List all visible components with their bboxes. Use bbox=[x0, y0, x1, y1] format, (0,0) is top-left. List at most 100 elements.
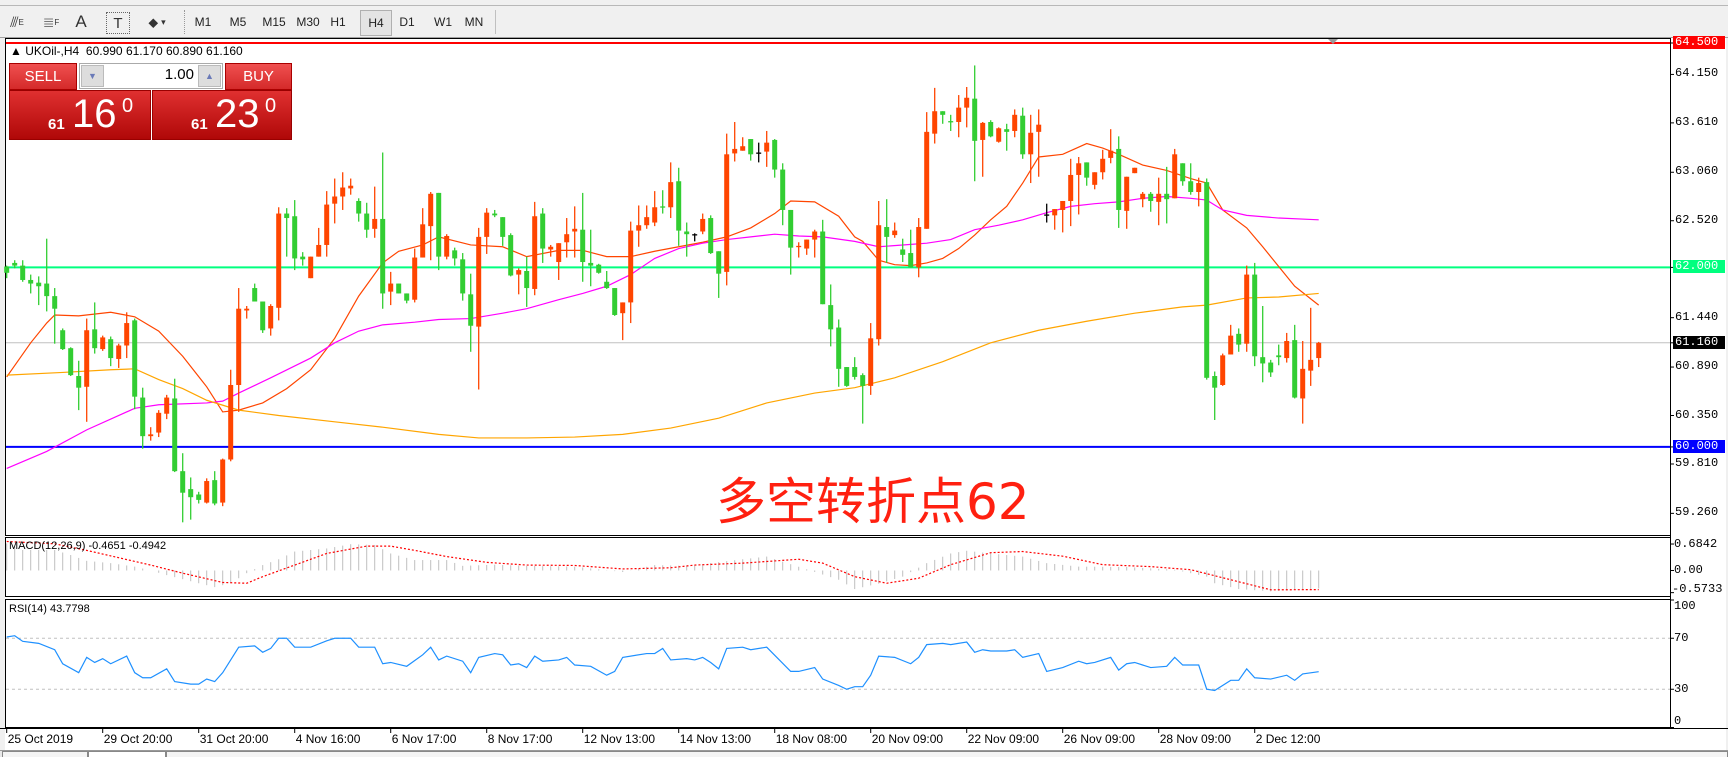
rsi-axis-label: 100 bbox=[1674, 599, 1696, 613]
candle-body bbox=[1044, 214, 1050, 216]
sell-price-box[interactable]: 61 16 0 bbox=[9, 90, 151, 140]
candle-body bbox=[1268, 362, 1274, 373]
candle-body bbox=[1164, 193, 1170, 200]
candle-body bbox=[1156, 193, 1162, 202]
candle-body bbox=[1092, 172, 1098, 185]
text-label-glyph: T bbox=[113, 14, 123, 32]
candle-body bbox=[292, 216, 298, 259]
fibonacci-sub: F bbox=[54, 17, 60, 27]
timeframe-m1[interactable]: M1 bbox=[194, 15, 212, 29]
price-marker-label: 61.160 bbox=[1673, 335, 1725, 349]
candle-body bbox=[316, 244, 322, 257]
lot-size-value[interactable]: 1.00 bbox=[164, 66, 194, 83]
candle-body bbox=[348, 185, 354, 189]
candle-body bbox=[1108, 150, 1114, 158]
candle-body bbox=[508, 235, 514, 276]
candle-body bbox=[668, 182, 674, 208]
candle-body bbox=[1292, 340, 1298, 398]
candle-body bbox=[420, 224, 426, 258]
timeframe-m5[interactable]: M5 bbox=[229, 15, 247, 29]
lot-increase-button[interactable]: ▲ bbox=[198, 65, 221, 87]
timeframe-mn[interactable]: MN bbox=[464, 15, 484, 29]
timeframe-h4[interactable]: H4 bbox=[360, 10, 392, 36]
candle-body bbox=[204, 481, 210, 503]
text-glyph: A bbox=[75, 12, 87, 31]
arrows-tool-icon[interactable]: ⬥ ▾ bbox=[140, 9, 174, 35]
candle-body bbox=[108, 339, 114, 359]
buy-button[interactable]: BUY bbox=[225, 63, 292, 90]
candle-body bbox=[100, 337, 106, 350]
candle-body bbox=[532, 216, 538, 289]
text-tool-icon[interactable]: A bbox=[70, 9, 92, 35]
candle-body bbox=[564, 234, 570, 243]
chart-tab-active[interactable] bbox=[88, 751, 166, 757]
candle-body bbox=[980, 122, 986, 140]
sell-big-figure: 61 bbox=[48, 116, 65, 133]
chevron-down-icon: ▾ bbox=[161, 16, 166, 27]
candle-body bbox=[396, 283, 402, 294]
sell-button[interactable]: SELL bbox=[9, 63, 77, 90]
candle-body bbox=[548, 246, 554, 250]
candle-body bbox=[996, 128, 1002, 142]
candle-body bbox=[164, 397, 170, 414]
text-label-tool-icon[interactable]: T bbox=[106, 12, 130, 34]
candle-body bbox=[820, 231, 826, 305]
candle-body bbox=[916, 227, 922, 268]
timeframe-d1[interactable]: D1 bbox=[399, 15, 415, 29]
date-axis-label: 2 Dec 12:00 bbox=[1255, 732, 1321, 746]
candle-body bbox=[276, 213, 282, 308]
macd-pane-frame bbox=[5, 537, 1671, 597]
elliott-wave-tool-icon[interactable]: ⫻ E bbox=[4, 9, 30, 35]
candle-body bbox=[444, 235, 450, 257]
rsi-axis-label: 70 bbox=[1674, 631, 1689, 645]
candle-body bbox=[972, 98, 978, 141]
candle-body bbox=[924, 131, 930, 229]
chart-annotation-text[interactable]: 多空转折点62 bbox=[716, 473, 1030, 531]
window-top-strip bbox=[0, 0, 1728, 6]
timeframe-h1[interactable]: H1 bbox=[330, 15, 346, 29]
candle-body bbox=[124, 323, 130, 346]
candle-body bbox=[636, 225, 642, 231]
candle-body bbox=[44, 283, 50, 297]
chart-tab[interactable] bbox=[2, 751, 88, 757]
candle-body bbox=[476, 236, 482, 327]
lot-decrease-button[interactable]: ▼ bbox=[81, 65, 104, 87]
candle-body bbox=[1212, 376, 1218, 388]
moving-average-slow bbox=[6, 292, 1319, 439]
candle-body bbox=[700, 218, 706, 232]
chart-window[interactable] bbox=[5, 38, 1726, 750]
candle-body bbox=[836, 327, 842, 369]
price-marker-label: 64.500 bbox=[1673, 36, 1725, 49]
rsi-line bbox=[6, 635, 1319, 692]
timeframe-m15[interactable]: M15 bbox=[262, 15, 286, 29]
collapse-triangle-icon[interactable]: ▲ bbox=[10, 44, 26, 58]
candle-body bbox=[724, 154, 730, 272]
moving-average-mid bbox=[6, 195, 1319, 470]
candle-body bbox=[1252, 274, 1258, 357]
candle-body bbox=[28, 279, 34, 284]
candle-body bbox=[1132, 167, 1138, 174]
candle-body bbox=[500, 217, 506, 237]
candle-body bbox=[852, 367, 858, 377]
candle-body bbox=[76, 376, 82, 388]
candle-body bbox=[932, 111, 938, 134]
candle-body bbox=[492, 213, 498, 216]
timeframe-m30[interactable]: M30 bbox=[296, 15, 320, 29]
timeframe-w1[interactable]: W1 bbox=[434, 15, 452, 29]
buy-price-box[interactable]: 61 23 0 bbox=[152, 90, 292, 140]
candle-body bbox=[324, 204, 330, 245]
candle-body bbox=[1076, 163, 1082, 175]
date-axis-label: 31 Oct 20:00 bbox=[199, 732, 269, 746]
macd-axis-label: -0.5733 bbox=[1672, 582, 1723, 596]
candle-body bbox=[1260, 357, 1266, 364]
candle-body bbox=[1284, 341, 1290, 359]
chart-tab[interactable] bbox=[166, 751, 1728, 757]
candle-body bbox=[340, 187, 346, 197]
arrows-glyph: ⬥ bbox=[148, 13, 159, 30]
candle-body bbox=[580, 229, 586, 263]
fibonacci-glyph: ≣ bbox=[42, 13, 55, 30]
sell-pips: 16 bbox=[72, 92, 117, 136]
lot-size-field[interactable]: ▼ 1.00 ▲ bbox=[79, 63, 223, 89]
fibonacci-tool-icon[interactable]: ≣ F bbox=[38, 9, 64, 35]
